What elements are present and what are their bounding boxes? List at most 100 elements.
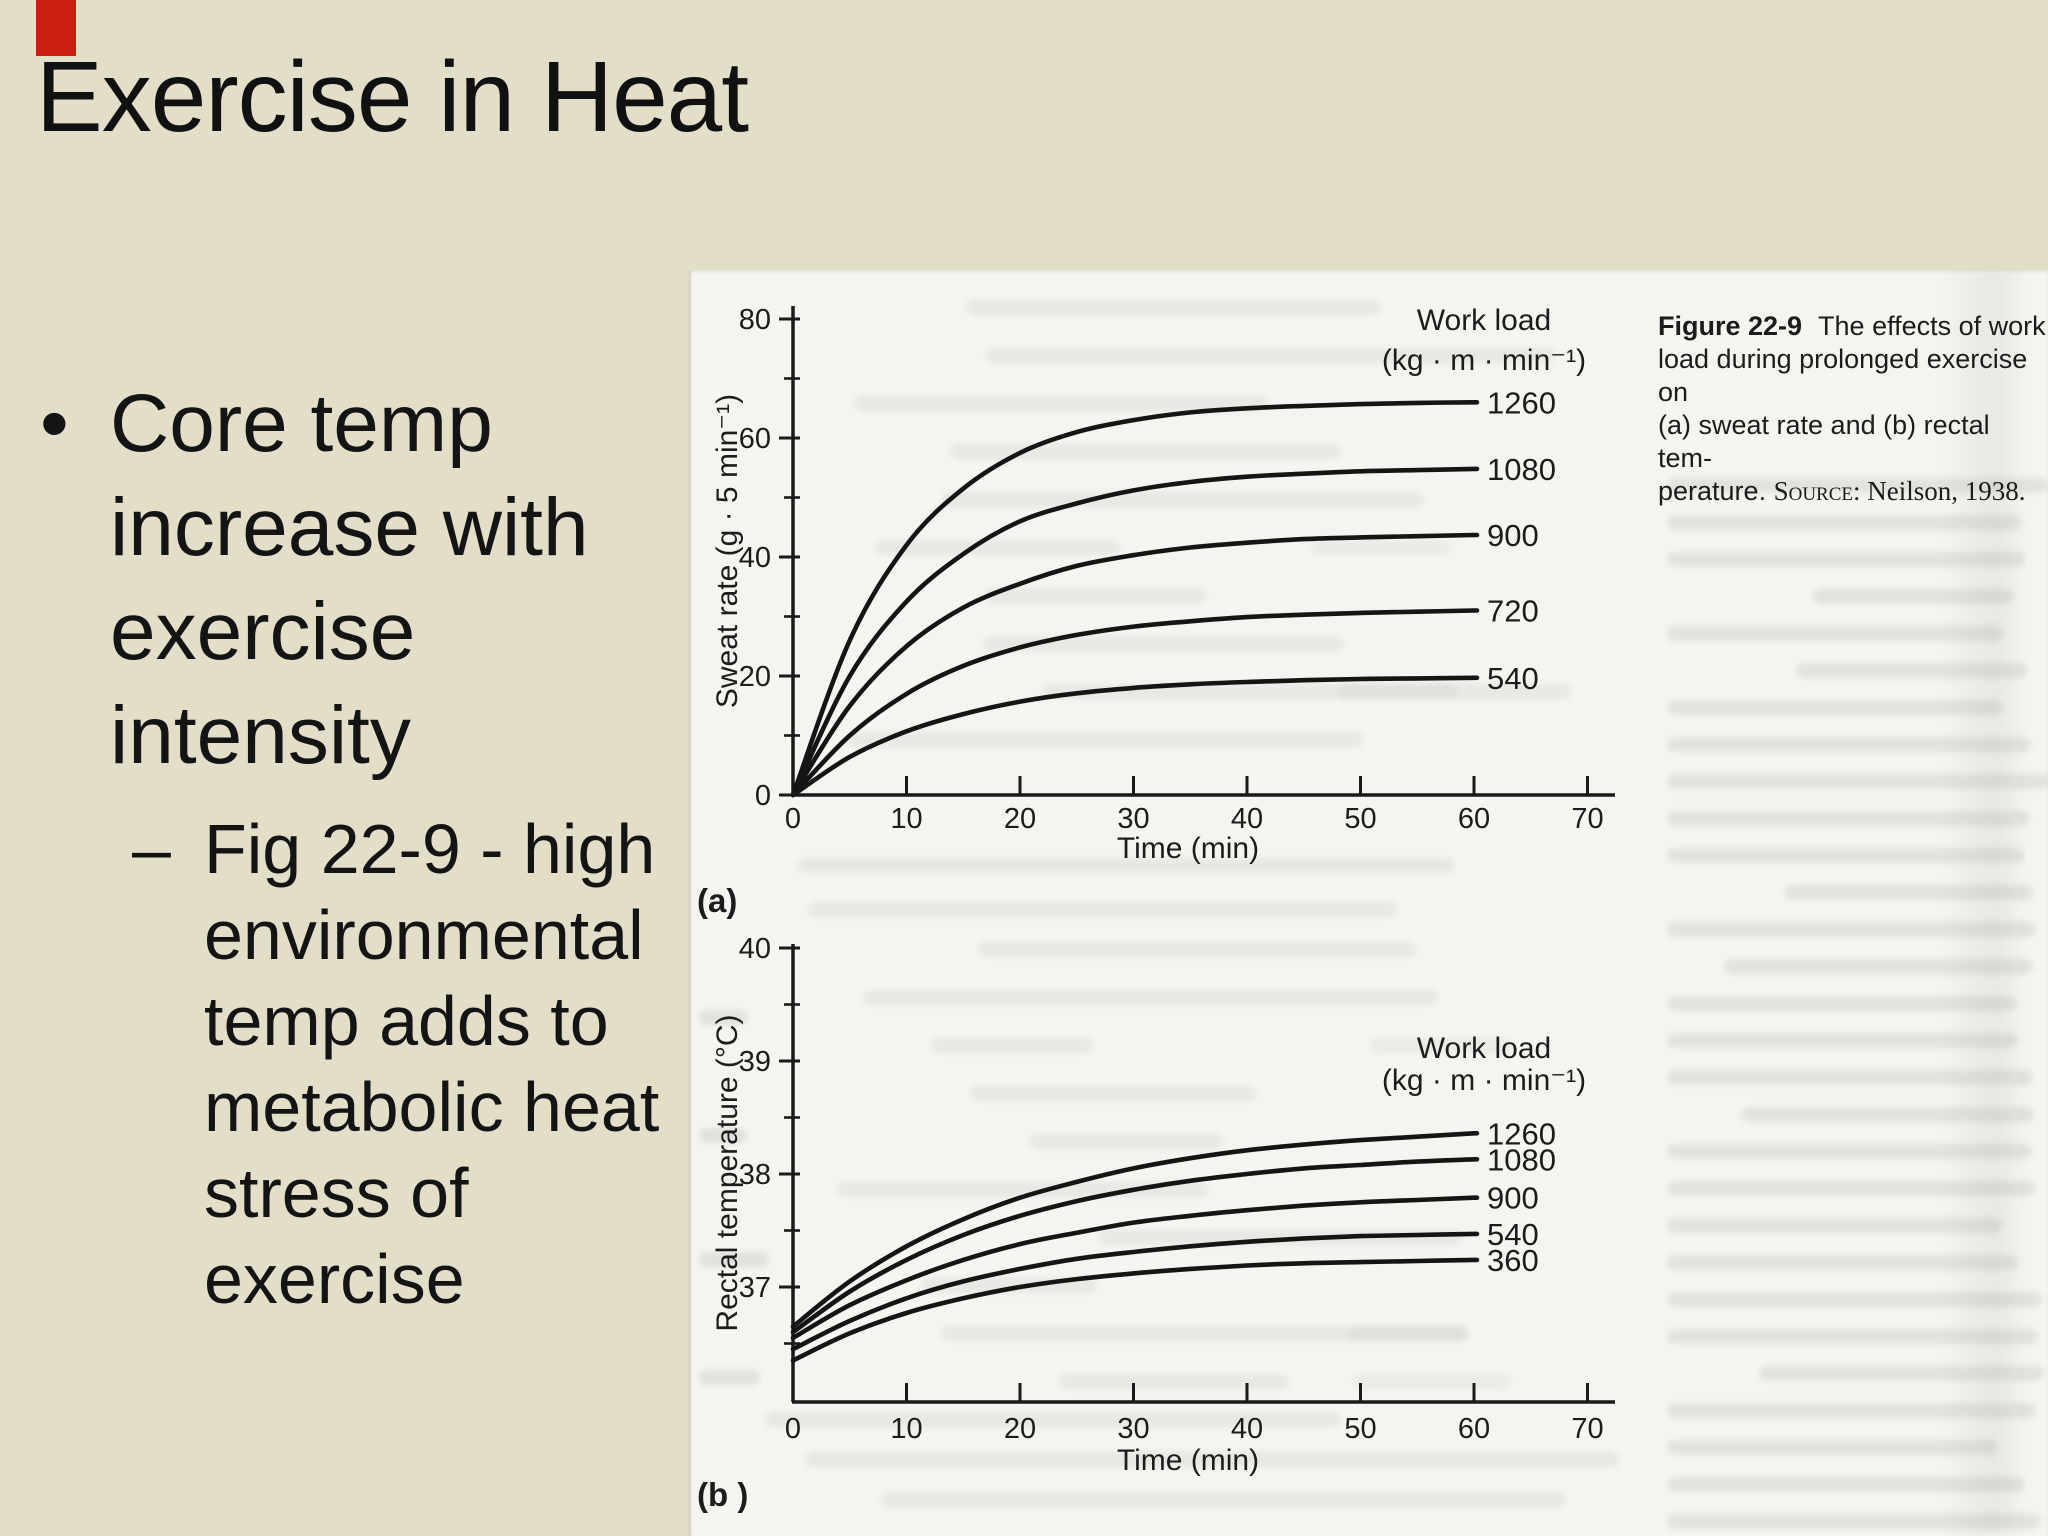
bleed-text-line bbox=[1667, 922, 2037, 937]
text-line: environmental bbox=[204, 896, 644, 974]
legend-title-line: Work load bbox=[1417, 1032, 1552, 1065]
bleed-text-line bbox=[1667, 1403, 2036, 1418]
page-gutter-shadow bbox=[1940, 270, 2030, 1536]
bleed-text-line bbox=[1667, 996, 2016, 1011]
curve-900 bbox=[790, 532, 1480, 798]
text-line: exercise bbox=[110, 586, 416, 677]
bleed-text-line bbox=[1347, 1326, 1467, 1341]
bleed-text-line bbox=[986, 348, 1555, 363]
y-tick-label: 60 bbox=[739, 423, 771, 455]
sub-bullet-marker: – bbox=[132, 810, 171, 888]
text-line: increase with bbox=[110, 482, 589, 573]
x-tick-label: 50 bbox=[1344, 1413, 1376, 1445]
source-label: Source: bbox=[1773, 476, 1861, 506]
bleed-text-line bbox=[1667, 1440, 1998, 1455]
scanned-figure-page: Figure 22-9 The effects of work load duri… bbox=[688, 270, 2048, 1536]
x-axis-title: Time (min) bbox=[1117, 1444, 1259, 1477]
x-tick-label: 10 bbox=[890, 1413, 922, 1445]
y-tick-label: 0 bbox=[755, 780, 771, 812]
bleed-text-line bbox=[1667, 1070, 2033, 1085]
bleed-text-line bbox=[1667, 848, 2024, 863]
bleed-text-line bbox=[1667, 1144, 2032, 1159]
figure-caption: Figure 22-9 The effects of work load duri… bbox=[1658, 310, 2048, 508]
bleed-text-line bbox=[940, 1326, 1471, 1341]
bleed-text-line bbox=[805, 1452, 1620, 1467]
recording-artifact-mark bbox=[36, 0, 76, 56]
bleed-text-line bbox=[1667, 478, 2048, 493]
bleed-text-line bbox=[1028, 1134, 1224, 1149]
series-label-1260: 1260 bbox=[1487, 1116, 1556, 1151]
series-label-540: 540 bbox=[1487, 1217, 1539, 1252]
bleed-text-line bbox=[942, 492, 1424, 507]
bleed-text-line bbox=[1042, 684, 1572, 699]
series-label-360: 360 bbox=[1487, 1243, 1539, 1278]
series-label-900: 900 bbox=[1487, 1181, 1539, 1216]
series-label-1080: 1080 bbox=[1487, 1142, 1556, 1177]
bleed-text-line bbox=[984, 588, 1206, 603]
series-label-1260: 1260 bbox=[1487, 385, 1556, 420]
y-axis-title: Rectal temperature (°C) bbox=[711, 1014, 744, 1331]
bleed-text-line bbox=[699, 1128, 748, 1143]
bleed-text-line bbox=[1812, 589, 2014, 604]
bleed-text-line bbox=[1741, 1107, 2034, 1122]
series-label-540: 540 bbox=[1487, 661, 1539, 696]
text-line: Fig 22-9 - high bbox=[204, 810, 656, 888]
series-label-1080: 1080 bbox=[1487, 452, 1556, 487]
text-line: metabolic heat bbox=[204, 1068, 660, 1146]
curve-720 bbox=[790, 608, 1480, 798]
bleed-text-line bbox=[1667, 811, 2031, 826]
bleed-text-line bbox=[1667, 700, 2003, 715]
series-label-720: 720 bbox=[1487, 594, 1539, 629]
x-tick-label: 30 bbox=[1117, 1413, 1149, 1445]
x-tick-label: 70 bbox=[1571, 1413, 1603, 1445]
y-tick-label: 38 bbox=[739, 1159, 771, 1191]
bleed-text-line bbox=[1058, 1374, 1289, 1389]
curve-1080 bbox=[790, 1157, 1480, 1335]
figure-number-label: Figure 22-9 bbox=[1658, 311, 1803, 341]
x-tick-label: 60 bbox=[1458, 1413, 1490, 1445]
bleed-text-line bbox=[881, 1492, 1566, 1507]
curve-900 bbox=[790, 1195, 1480, 1341]
bleed-text-line bbox=[970, 1086, 1256, 1101]
caption-line: Figure 22-9 The effects of work bbox=[1658, 311, 2046, 341]
bleed-text-line bbox=[1667, 1218, 2003, 1233]
bleed-text-line bbox=[1667, 626, 2004, 641]
bleed-text-line bbox=[1667, 737, 2032, 752]
text-line: exercise bbox=[204, 1240, 465, 1318]
panel-label: (b ) bbox=[697, 1476, 748, 1513]
bleed-text-line bbox=[699, 1252, 769, 1267]
bleed-text-line bbox=[699, 1010, 747, 1025]
bleed-text-line bbox=[1667, 1181, 2037, 1196]
bleed-text-line bbox=[1796, 663, 2027, 678]
legend-title-line: Work load bbox=[1417, 304, 1552, 337]
text-line: intensity bbox=[110, 690, 411, 781]
bleed-text-line bbox=[1723, 959, 2033, 974]
x-tick-label: 60 bbox=[1458, 803, 1490, 835]
y-tick-label: 40 bbox=[739, 933, 771, 965]
bullet-text: Core temp increase with exercise intensity bbox=[110, 372, 670, 788]
y-tick-label: 37 bbox=[739, 1272, 771, 1304]
bleed-text-line bbox=[930, 1038, 1094, 1053]
text-line: temp adds to bbox=[204, 982, 609, 1060]
sub-bullet-text: Fig 22-9 - high environmental temp adds to… bbox=[204, 806, 724, 1322]
x-tick-label: 40 bbox=[1231, 1413, 1263, 1445]
x-tick-label: 30 bbox=[1117, 803, 1149, 835]
bleed-text-line bbox=[1667, 1033, 2018, 1048]
bleed-text-line bbox=[1667, 1477, 2025, 1492]
x-tick-label: 50 bbox=[1344, 803, 1376, 835]
x-axis-title: Time (min) bbox=[1117, 832, 1259, 865]
curve-1260 bbox=[790, 1131, 1480, 1329]
bleed-text-line bbox=[1667, 1255, 2018, 1270]
y-tick-label: 80 bbox=[739, 304, 771, 336]
bleed-text-line bbox=[1667, 1292, 2042, 1307]
bleed-text-line bbox=[847, 732, 1364, 747]
text-line: Core temp bbox=[110, 378, 493, 469]
y-tick-label: 20 bbox=[739, 661, 771, 693]
curve-1260 bbox=[790, 400, 1480, 798]
y-tick-label: 39 bbox=[739, 1046, 771, 1078]
curve-360 bbox=[790, 1257, 1480, 1363]
x-tick-label: 0 bbox=[785, 1413, 801, 1445]
bleed-text-line bbox=[874, 540, 1121, 555]
bleed-text-line bbox=[807, 902, 1398, 917]
